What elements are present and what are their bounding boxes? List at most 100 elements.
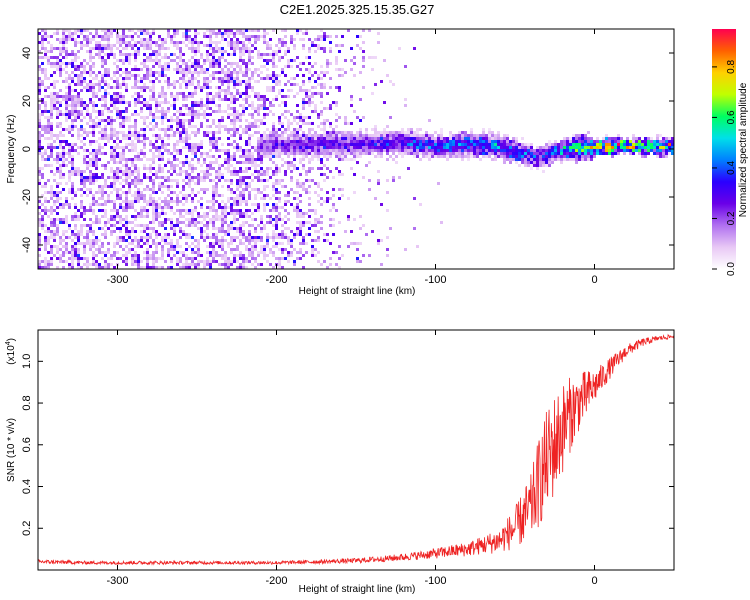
spectrogram-cell (185, 182, 188, 185)
spectrogram-cell (170, 227, 173, 230)
spectrogram-cell (296, 182, 299, 185)
spectrogram-cell (236, 182, 239, 185)
spectrogram-cell (356, 134, 359, 137)
spectrogram-cell (188, 146, 191, 149)
spectrogram-cell (269, 197, 272, 200)
spectrogram-cell (146, 77, 149, 80)
spectrogram-cell (215, 125, 218, 128)
spectrogram-cell (458, 146, 461, 149)
spectrogram-cell (80, 230, 83, 233)
spectrogram-cell (293, 116, 296, 119)
spectrogram-cell (197, 161, 200, 164)
spectrogram-cell (206, 107, 209, 110)
spectrogram-cell (98, 125, 101, 128)
spectrogram-cell (101, 152, 104, 155)
spectrogram-cell (287, 95, 290, 98)
spectrogram-cell (203, 35, 206, 38)
spectrogram-cell (92, 110, 95, 113)
spectrogram-cell (101, 146, 104, 149)
spectrogram-cell (71, 53, 74, 56)
spectrogram-cell (254, 80, 257, 83)
spectrogram-cell (278, 218, 281, 221)
spectrogram-cell (299, 89, 302, 92)
spectrogram-cell (98, 86, 101, 89)
spectrogram-cell (212, 161, 215, 164)
spectrogram-cell (197, 50, 200, 53)
spectrogram-cell (155, 140, 158, 143)
spectrogram-cell (188, 266, 191, 269)
spectrogram-cell (185, 209, 188, 212)
spectrogram-cell (227, 74, 230, 77)
spectrogram-cell (158, 146, 161, 149)
spectrogram-cell (155, 257, 158, 260)
spectrogram-cell (146, 68, 149, 71)
spectrogram-cell (386, 137, 389, 140)
spectrogram-cell (155, 77, 158, 80)
spectrogram-cell (86, 263, 89, 266)
spectrogram-cell (230, 32, 233, 35)
spectrogram-cell (245, 155, 248, 158)
spectrogram-cell (308, 137, 311, 140)
spectrogram-cell (119, 101, 122, 104)
spectrogram-cell (332, 149, 335, 152)
spectrogram-cell (56, 68, 59, 71)
spectrogram-cell (269, 236, 272, 239)
spectrogram-cell (161, 89, 164, 92)
spectrogram-cell (38, 107, 41, 110)
spectrogram-cell (323, 152, 326, 155)
spectrogram-cell (353, 242, 356, 245)
spectrogram-cell (290, 245, 293, 248)
spectrogram-cell (305, 152, 308, 155)
spectrogram-cell (200, 86, 203, 89)
spectrogram-cell (257, 179, 260, 182)
spectrogram-cell (305, 188, 308, 191)
spectrogram-cell (260, 53, 263, 56)
spectrogram-cell (86, 134, 89, 137)
spectrogram-cell (92, 263, 95, 266)
spectrogram-cell (320, 158, 323, 161)
spectrogram-cell (326, 158, 329, 161)
spectrogram-cell (50, 137, 53, 140)
spectrogram-cell (350, 146, 353, 149)
spectrogram-cell (44, 47, 47, 50)
spectrogram-cell (95, 176, 98, 179)
spectrogram-cell (47, 41, 50, 44)
spectrogram-cell (461, 131, 464, 134)
spectrogram-cell (89, 32, 92, 35)
spectrogram-cell (119, 50, 122, 53)
spectrogram-cell (137, 86, 140, 89)
spectrogram-cell (179, 107, 182, 110)
spectrogram-cell (458, 143, 461, 146)
spectrogram-cell (308, 104, 311, 107)
spectrogram-cell (179, 257, 182, 260)
spectrogram-cell (89, 38, 92, 41)
spectrogram-cell (350, 131, 353, 134)
spectrogram-cell (449, 149, 452, 152)
spectrogram-cell (173, 83, 176, 86)
spectrogram-cell (170, 239, 173, 242)
spectrogram-cell (56, 194, 59, 197)
spectrogram-cell (545, 164, 548, 167)
spectrogram-cell (338, 152, 341, 155)
spectrogram-cell (53, 47, 56, 50)
spectrogram-cell (317, 218, 320, 221)
spectrogram-cell (377, 146, 380, 149)
spectrogram-cell (125, 119, 128, 122)
spectrogram-cell (140, 239, 143, 242)
spectrogram-cell (179, 56, 182, 59)
spectrogram-cell (206, 125, 209, 128)
spectrogram-cell (173, 230, 176, 233)
spectrogram-cell (515, 152, 518, 155)
spectrogram-cell (113, 140, 116, 143)
spectrogram-cell (272, 161, 275, 164)
spectrogram-cell (155, 203, 158, 206)
spectrogram-cell (50, 65, 53, 68)
spectrogram-cell (446, 137, 449, 140)
spectrogram-cell (269, 77, 272, 80)
spectrogram-cell (128, 77, 131, 80)
spectrogram-cell (356, 149, 359, 152)
spectrogram-cell (164, 239, 167, 242)
spectrogram-cell (191, 149, 194, 152)
spectrogram-cell (68, 74, 71, 77)
spectrogram-cell (221, 32, 224, 35)
